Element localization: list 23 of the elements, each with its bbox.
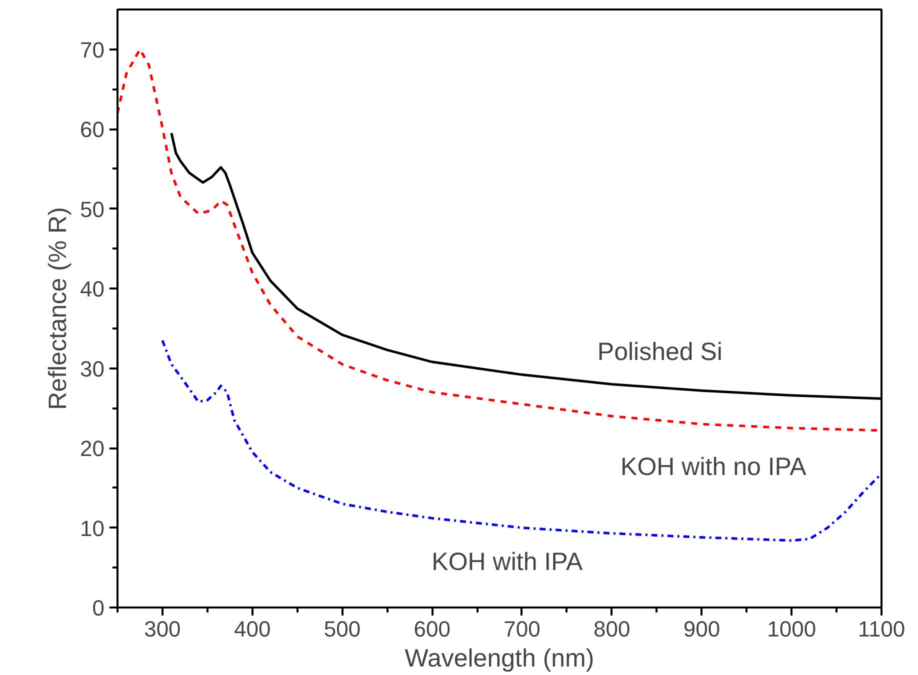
x-tick-label: 900 — [683, 616, 720, 642]
x-tick-label: 300 — [144, 616, 181, 642]
series-label: KOH with no IPA — [620, 452, 807, 481]
x-axis-title: Wavelength (nm) — [404, 644, 594, 672]
y-tick-label: 60 — [80, 117, 105, 142]
y-tick-label: 50 — [80, 196, 105, 222]
y-axis-title: Reflectance (% R) — [44, 207, 72, 410]
x-tick-label: 800 — [594, 616, 630, 642]
x-tick-label: 500 — [324, 616, 361, 642]
series-label: Polished Si — [597, 338, 722, 366]
y-tick-label: 70 — [80, 37, 105, 62]
line-series — [161, 339, 882, 542]
y-tick-label: 40 — [80, 276, 105, 302]
y-tick-label: 20 — [80, 436, 105, 462]
series-label: KOH with IPA — [432, 548, 583, 576]
x-tick-label: 1000 — [767, 616, 816, 642]
y-tick-label: 10 — [80, 516, 105, 541]
x-tick-label: 600 — [414, 616, 450, 642]
x-tick-label: 700 — [504, 616, 540, 642]
y-tick-label: 30 — [80, 356, 105, 382]
x-tick-label: 1100 — [858, 616, 906, 642]
x-tick-label: 400 — [234, 616, 271, 642]
y-tick-label: 0 — [92, 596, 105, 620]
